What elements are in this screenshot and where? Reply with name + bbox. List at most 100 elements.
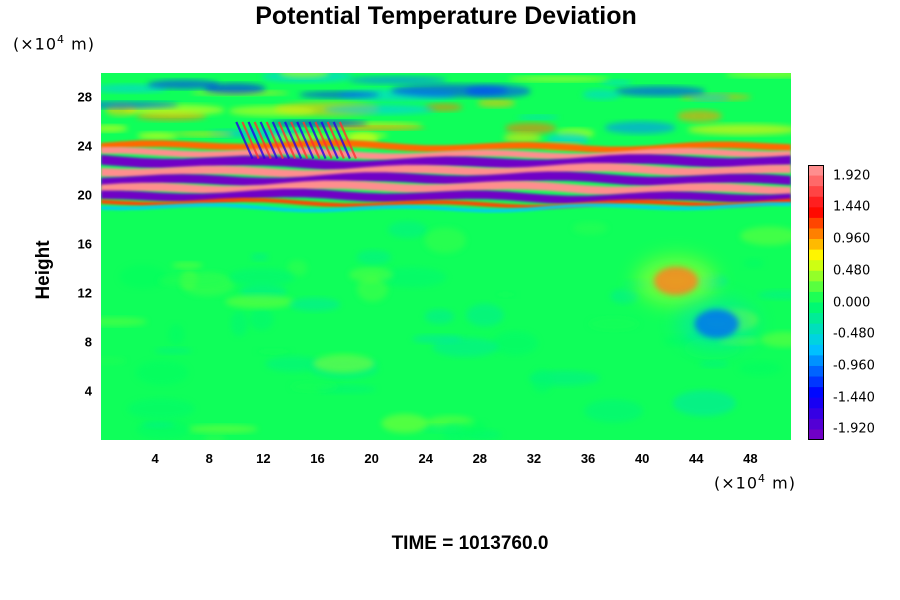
colorbar-tick-label: -0.960 bbox=[833, 358, 875, 374]
heatmap-cell bbox=[582, 89, 621, 100]
heatmap-cell bbox=[204, 432, 225, 440]
heatmap-cell bbox=[127, 398, 195, 420]
heatmap-cell bbox=[740, 226, 791, 246]
colorbar-segment bbox=[808, 376, 824, 388]
wave-stripe bbox=[338, 121, 358, 160]
colorbar-segment bbox=[808, 302, 824, 314]
heatmap-cell bbox=[411, 335, 463, 343]
heatmap-cell bbox=[357, 276, 389, 302]
wave-stripe bbox=[326, 121, 345, 160]
heatmap-cell bbox=[517, 115, 560, 120]
heatmap-cell bbox=[466, 303, 504, 327]
colorbar-segment bbox=[808, 355, 824, 367]
heatmap-cell bbox=[738, 361, 782, 376]
heatmap-blob-halo bbox=[676, 299, 757, 348]
heatmap-cell bbox=[171, 262, 203, 269]
heatmap-cell bbox=[158, 274, 229, 287]
heatmap-cell bbox=[531, 369, 553, 393]
colorbar-segment bbox=[808, 408, 824, 420]
heatmap-layer bbox=[101, 197, 791, 209]
heatmap-cell bbox=[743, 258, 765, 269]
heatmap-cell bbox=[173, 131, 234, 137]
heatmap-cell bbox=[465, 84, 531, 98]
y-unit-suffix: m) bbox=[65, 34, 95, 54]
heatmap-layer bbox=[101, 171, 791, 188]
colorbar bbox=[808, 165, 824, 440]
heatmap-cell bbox=[101, 101, 179, 109]
heatmap-cell bbox=[336, 132, 388, 139]
y-tick-label: 16 bbox=[77, 236, 92, 252]
heatmap-cell bbox=[672, 390, 736, 417]
wave-stripe bbox=[314, 121, 333, 160]
heatmap-cell bbox=[135, 360, 189, 386]
y-unit-prefix: (×10 bbox=[13, 34, 58, 54]
heatmap-cell bbox=[269, 120, 369, 127]
colorbar-tick-label: -1.920 bbox=[833, 421, 875, 437]
heatmap-layer bbox=[101, 139, 791, 154]
colorbar-segment bbox=[808, 334, 824, 346]
heatmap-cell bbox=[348, 76, 448, 84]
heatmap-cell bbox=[584, 399, 644, 423]
heatmap-cell bbox=[290, 381, 338, 392]
heatmap-cell bbox=[228, 268, 296, 287]
x-tick-label: 36 bbox=[580, 451, 596, 466]
heatmap-cell bbox=[508, 76, 611, 82]
heatmap-cell bbox=[424, 309, 455, 324]
colorbar-tick-label: 1.920 bbox=[833, 168, 871, 184]
heatmap-cell bbox=[504, 122, 557, 134]
colorbar-tick-label: 0.000 bbox=[833, 295, 871, 310]
x-tick-label: 12 bbox=[256, 451, 271, 466]
x-tick-label: 40 bbox=[634, 451, 650, 466]
x-tick-label: 44 bbox=[689, 451, 704, 466]
y-axis-unit: (×104 m) bbox=[13, 33, 95, 53]
colorbar-segment bbox=[808, 270, 824, 282]
heatmap-cell bbox=[289, 297, 341, 312]
wave-stripe bbox=[253, 121, 272, 160]
heatmap-blob-halo bbox=[636, 257, 716, 305]
colorbar-segment bbox=[808, 228, 824, 240]
heatmap-cell bbox=[311, 126, 427, 131]
colorbar-tick-label: -0.480 bbox=[833, 326, 875, 342]
colorbar-segment bbox=[808, 260, 824, 272]
colorbar-segment bbox=[808, 165, 824, 177]
heatmap-cell bbox=[604, 121, 676, 134]
heatmap-cell bbox=[168, 324, 185, 346]
x-tick-label: 24 bbox=[418, 451, 433, 466]
x-tick-label: 16 bbox=[310, 451, 325, 466]
y-tick-label: 12 bbox=[77, 285, 92, 301]
time-label: TIME = 1013760.0 bbox=[391, 533, 549, 554]
heatmap-cell bbox=[230, 311, 248, 337]
y-tick-label: 24 bbox=[77, 138, 92, 154]
colorbar-segment bbox=[808, 175, 824, 187]
heatmap-cell bbox=[225, 294, 295, 309]
x-unit-exp: 4 bbox=[758, 472, 767, 485]
wave-stripe bbox=[320, 121, 339, 160]
wave-stripe bbox=[283, 121, 303, 160]
heatmap-cell bbox=[287, 260, 308, 276]
heatmap-plot-area bbox=[101, 73, 791, 440]
y-unit-exp: 4 bbox=[57, 33, 66, 46]
heatmap-cell bbox=[699, 360, 729, 368]
heatmap-cell bbox=[356, 250, 392, 265]
heatmap-cell bbox=[312, 354, 375, 373]
heatmap-cell bbox=[349, 267, 394, 283]
y-tick-label: 8 bbox=[84, 334, 92, 350]
y-tick-label: 28 bbox=[77, 89, 92, 105]
wave-stripe bbox=[308, 121, 327, 160]
heatmap-cell bbox=[492, 331, 539, 356]
heatmap-cell bbox=[265, 356, 322, 372]
colorbar-segment bbox=[808, 291, 824, 304]
colorbar-segment bbox=[808, 207, 824, 219]
colorbar-segment bbox=[808, 217, 824, 230]
heatmap-cell bbox=[724, 73, 791, 78]
colorbar-tick-label: 1.440 bbox=[833, 199, 871, 215]
colorbar-segment bbox=[808, 397, 824, 409]
heatmap-cell bbox=[503, 133, 542, 143]
heatmap-layer bbox=[101, 202, 791, 213]
x-tick-label: 20 bbox=[364, 451, 379, 466]
x-tick-label: 48 bbox=[743, 451, 758, 466]
heatmap-cell bbox=[477, 98, 516, 108]
heatmap-cell bbox=[424, 227, 467, 254]
heatmap-cell bbox=[141, 421, 175, 429]
colorbar-segment bbox=[808, 239, 824, 251]
